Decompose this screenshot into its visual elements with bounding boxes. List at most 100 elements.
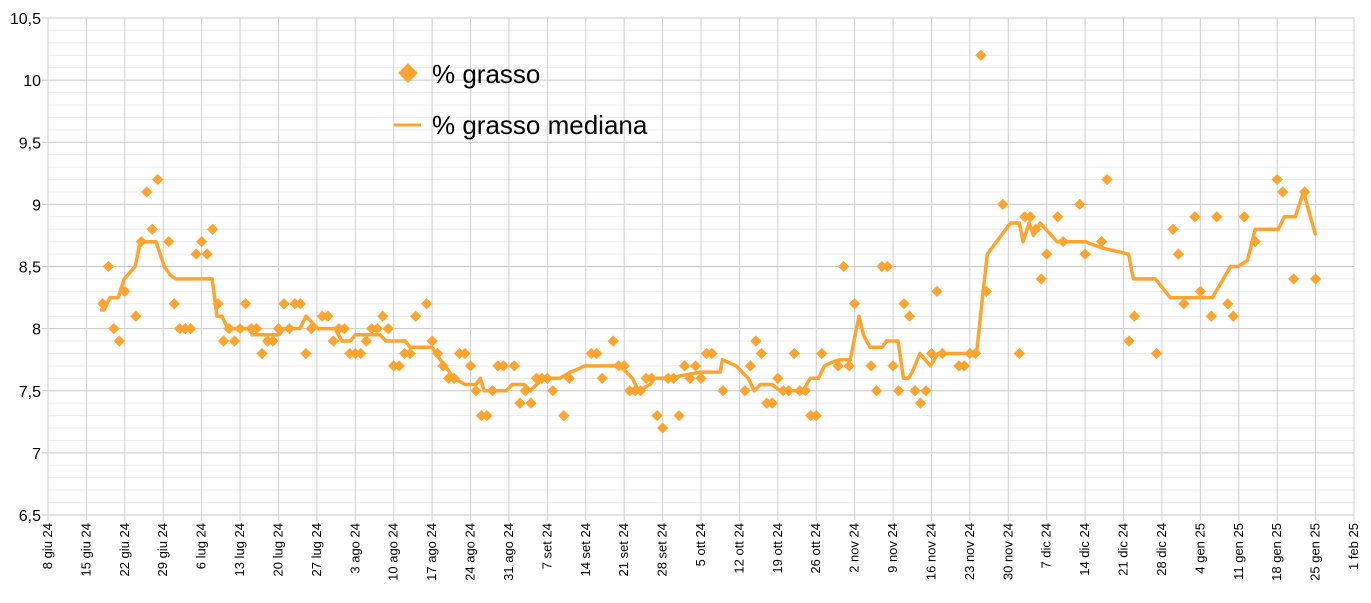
data-point [689,360,702,372]
data-point [459,347,471,360]
data-point [1298,186,1311,198]
x-tick-label: 8 giu 24 [40,523,55,569]
y-tick-label: 9,5 [19,135,41,152]
data-point [739,385,751,397]
data-point [1167,223,1179,235]
data-point [645,372,658,384]
data-point [667,372,680,384]
data-point [1073,198,1086,211]
data-point [322,310,334,322]
data-point [1057,235,1069,248]
scatter-points-layer [97,49,1322,434]
data-point [1211,211,1223,223]
data-point [673,409,685,422]
data-point [519,385,532,397]
y-tick-label: 10 [23,73,41,90]
data-point [525,397,537,409]
data-point [486,385,499,397]
data-point [338,322,350,335]
x-tick-label: 6 lug 24 [194,523,209,569]
data-point [514,397,526,409]
data-point [920,385,932,397]
data-point [678,360,691,372]
data-point [141,186,153,198]
data-point [1030,223,1042,235]
data-point [113,335,125,347]
data-point [706,347,718,360]
data-point [1052,211,1064,223]
data-point [239,298,252,310]
x-tick-label: 10 ago 24 [386,523,401,581]
data-point [596,372,608,384]
data-point [816,347,828,360]
data-point [788,347,800,360]
x-tick-label: 9 nov 24 [885,523,900,573]
x-tick-label: 25 gen 25 [1308,523,1323,581]
x-tick-label: 20 lug 24 [270,523,285,577]
data-point [1194,285,1207,298]
data-point [591,347,603,360]
data-point [305,322,318,335]
data-point [969,347,982,360]
x-tick-label: 12 ott 24 [731,523,746,574]
x-tick-label: 30 nov 24 [1000,523,1015,580]
data-point [437,360,449,372]
data-point [382,322,394,335]
x-tick-label: 1 feb 25 [1346,523,1361,570]
data-point [634,385,647,397]
data-point [892,385,905,397]
x-tick-label: 4 gen 25 [1192,523,1207,574]
data-point [618,360,630,372]
x-tick-label: 21 dic 24 [1116,523,1131,576]
data-point [1222,298,1234,310]
data-point [163,235,175,248]
legend: % grasso % grasso mediana [394,59,648,140]
data-point [1178,298,1190,310]
y-tick-label: 6,5 [19,508,41,525]
data-point [283,322,296,335]
x-tick-label: 24 ago 24 [463,523,478,581]
data-point [420,298,433,310]
data-point [755,347,768,360]
data-point [481,409,493,422]
data-point [1101,173,1113,186]
x-tick-label: 13 lug 24 [232,523,247,577]
y-axis-ticks: 6,5 7 7,5 8 8,5 9 9,5 10 10,5 [10,11,41,525]
data-point [272,322,285,335]
data-point [234,322,246,335]
data-point [508,360,521,372]
data-point [541,372,554,384]
data-point [228,335,241,347]
data-point [355,347,367,360]
data-point [1079,248,1091,260]
x-tick-label: 3 ago 24 [347,523,362,574]
data-point [168,298,180,310]
data-point [887,360,899,372]
data-point [607,335,619,347]
y-tick-label: 10,5 [10,11,41,28]
data-point [371,322,383,335]
data-point [135,235,147,248]
data-point [185,322,197,335]
data-point [1035,273,1047,285]
x-tick-label: 7 set 24 [539,523,554,569]
data-point [865,360,877,372]
data-point [300,347,312,360]
x-tick-label: 29 giu 24 [155,523,170,577]
x-tick-label: 5 ott 24 [693,523,708,566]
data-point [1309,273,1322,285]
data-point [695,372,707,384]
x-tick-label: 27 lug 24 [309,523,324,577]
data-point [1041,248,1053,260]
data-point [206,223,219,235]
y-tick-label: 8,5 [19,260,41,277]
data-point [980,285,993,298]
x-tick-label: 7 dic 24 [1039,523,1054,569]
x-axis-ticks: 8 giu 24 15 giu 24 22 giu 24 29 giu 24 6 lug… [40,523,1361,581]
data-point [925,347,938,360]
x-tick-label: 28 set 24 [655,523,670,577]
data-point [223,322,235,335]
data-point [294,298,307,310]
y-tick-label: 7 [32,446,41,463]
